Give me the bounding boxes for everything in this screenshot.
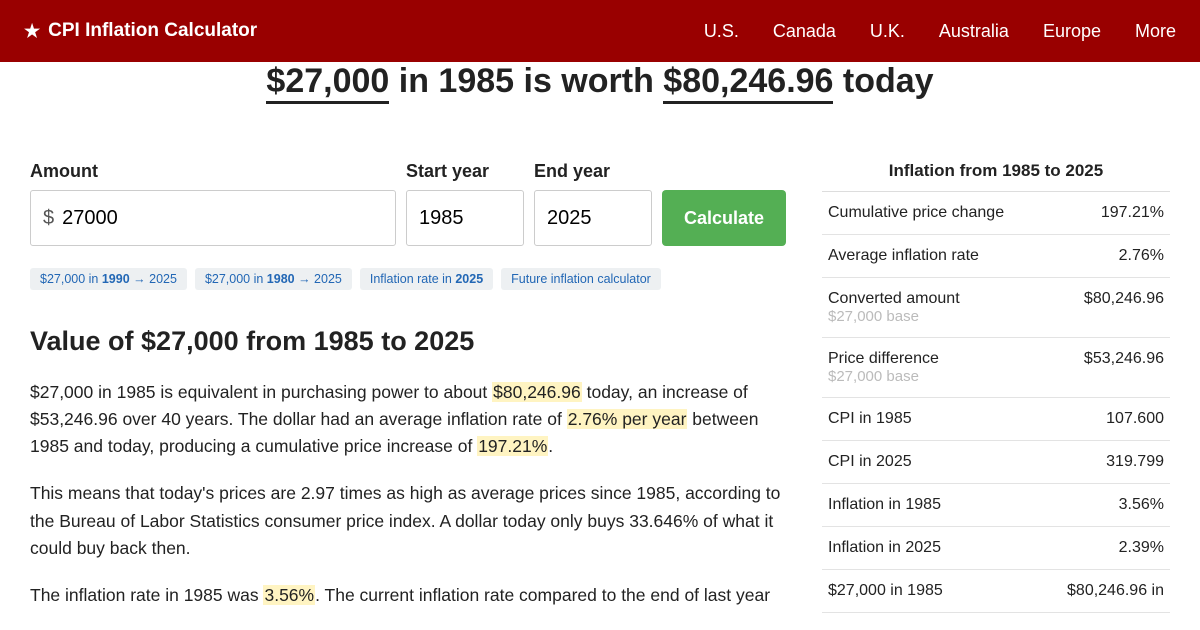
stat-label: $27,000 in 1985 (828, 582, 943, 600)
hl-cumulative: 197.21% (477, 436, 548, 456)
stat-row: Converted amount$27,000 base $80,246.96 (822, 278, 1170, 338)
stat-value: 2.39% (1105, 539, 1164, 557)
start-year-wrap[interactable] (406, 190, 524, 246)
brand[interactable]: ★ CPI Inflation Calculator (24, 20, 257, 42)
end-year-wrap[interactable] (534, 190, 652, 246)
stat-value: $53,246.96 (1070, 350, 1164, 385)
brand-text: CPI Inflation Calculator (48, 20, 257, 42)
hl-1985-rate: 3.56% (263, 585, 315, 605)
currency-prefix: $ (43, 207, 54, 230)
stat-label: Inflation in 2025 (828, 539, 941, 557)
nav-more[interactable]: More (1135, 21, 1176, 42)
para-3: The inflation rate in 1985 was 3.56%. Th… (30, 582, 786, 609)
stat-label: CPI in 2025 (828, 453, 912, 471)
chip-future[interactable]: Future inflation calculator (501, 268, 661, 290)
stat-value: 107.600 (1092, 410, 1164, 428)
stat-row: Average inflation rate 2.76% (822, 235, 1170, 278)
chip-rate-2025[interactable]: Inflation rate in 2025 (360, 268, 493, 290)
related-chips: $27,000 in 1990 → 2025 $27,000 in 1980 →… (30, 268, 786, 290)
page-title: $27,000 in 1985 is worth $80,246.96 toda… (0, 62, 1200, 101)
stat-value: 197.21% (1087, 204, 1164, 222)
stat-row: CPI in 1985 107.600 (822, 398, 1170, 441)
end-year-input[interactable] (547, 207, 639, 230)
nav-australia[interactable]: Australia (939, 21, 1009, 42)
hl-rate: 2.76% per year (567, 409, 688, 429)
stat-value: $80,246.96 in (1053, 582, 1164, 600)
stat-row: CPI in 2025 319.799 (822, 441, 1170, 484)
star-icon: ★ (24, 21, 40, 42)
chip-1990[interactable]: $27,000 in 1990 → 2025 (30, 268, 187, 290)
stat-row: Cumulative price change 197.21% (822, 192, 1170, 235)
site-header: ★ CPI Inflation Calculator U.S. Canada U… (0, 0, 1200, 62)
stat-row: Price difference$27,000 base $53,246.96 (822, 338, 1170, 398)
amount-input[interactable] (62, 207, 383, 230)
stat-label: Converted amount (828, 290, 960, 308)
nav-europe[interactable]: Europe (1043, 21, 1101, 42)
stat-label: Price difference (828, 350, 939, 368)
stat-sublabel: $27,000 base (828, 368, 939, 385)
stat-label: Inflation in 1985 (828, 496, 941, 514)
stat-value: $80,246.96 (1070, 290, 1164, 325)
top-nav: U.S. Canada U.K. Australia Europe More (704, 21, 1176, 42)
stat-value: 3.56% (1105, 496, 1164, 514)
start-year-label: Start year (406, 161, 524, 182)
stat-row: Inflation in 1985 3.56% (822, 484, 1170, 527)
sidebar-title: Inflation from 1985 to 2025 (822, 161, 1170, 192)
nav-uk[interactable]: U.K. (870, 21, 905, 42)
chip-1980[interactable]: $27,000 in 1980 → 2025 (195, 268, 352, 290)
stat-label: Cumulative price change (828, 204, 1004, 222)
stat-row: $27,000 in 1985 $80,246.96 in (822, 570, 1170, 613)
stat-value: 319.799 (1092, 453, 1164, 471)
stat-row: Inflation in 2025 2.39% (822, 527, 1170, 570)
stat-sublabel: $27,000 base (828, 308, 960, 325)
nav-canada[interactable]: Canada (773, 21, 836, 42)
nav-us[interactable]: U.S. (704, 21, 739, 42)
calculate-button[interactable]: Calculate (662, 190, 786, 246)
hl-result: $80,246.96 (492, 382, 582, 402)
summary-sidebar: Inflation from 1985 to 2025 Cumulative p… (822, 161, 1170, 629)
section-heading: Value of $27,000 from 1985 to 2025 (30, 326, 786, 357)
amount-label: Amount (30, 161, 396, 182)
stat-label: Average inflation rate (828, 247, 979, 265)
main-column: Amount $ Start year End year Calculate (30, 161, 786, 629)
start-year-input[interactable] (419, 207, 511, 230)
stat-value: 2.76% (1105, 247, 1164, 265)
para-2: This means that today's prices are 2.97 … (30, 480, 786, 561)
title-result: $80,246.96 (663, 62, 833, 104)
title-amount: $27,000 (266, 62, 389, 104)
calculator-form: Amount $ Start year End year Calculate (30, 161, 786, 246)
stat-label: CPI in 1985 (828, 410, 912, 428)
amount-input-wrap[interactable]: $ (30, 190, 396, 246)
end-year-label: End year (534, 161, 652, 182)
para-1: $27,000 in 1985 is equivalent in purchas… (30, 379, 786, 460)
